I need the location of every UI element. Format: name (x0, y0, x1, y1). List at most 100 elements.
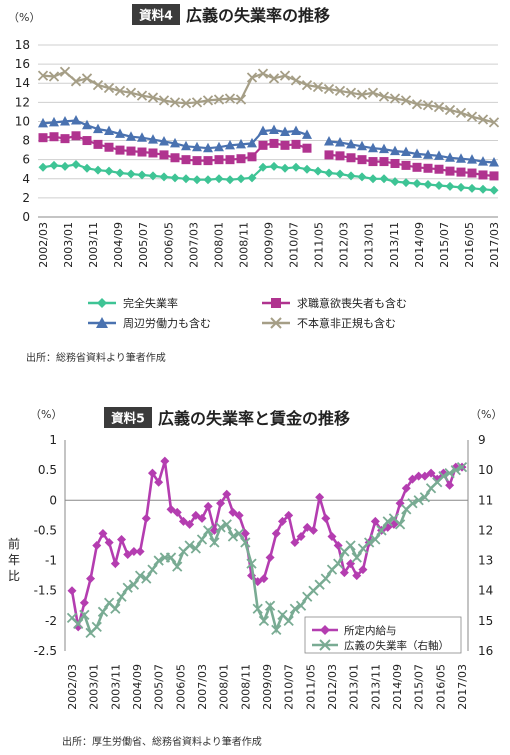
chart-2-point (351, 552, 362, 563)
chart-1-point (346, 171, 356, 181)
chart-1-point (37, 70, 49, 81)
chart-2-point (246, 558, 257, 569)
chart-2-point (222, 489, 232, 499)
chart-1-point (257, 68, 269, 79)
chart-2-x-tick-label: 2010/07 (283, 664, 296, 710)
chart-1-point (324, 150, 334, 160)
chart-1-point (478, 156, 488, 166)
chart-2-point (259, 574, 269, 584)
legend-label-kogi: 広義の失業率（右軸） (344, 639, 449, 652)
chart-1-point (126, 131, 136, 141)
chart-2-point (258, 615, 270, 626)
chart-1-y-tick-label: 0 (22, 210, 30, 224)
chart-2-point (450, 465, 461, 476)
chart-2-point (98, 528, 108, 538)
chart-1-point (312, 81, 324, 93)
chart-1-point (236, 174, 246, 184)
chart-1-point (181, 174, 191, 184)
chart-2-point (407, 474, 417, 484)
chart-1-point (389, 93, 401, 104)
figure-2-source: 出所：厚生労働省、総務省資料より筆者作成 (62, 735, 262, 748)
chart-2-point (234, 528, 245, 539)
chart-1-point (346, 153, 356, 163)
chart-2-point (154, 477, 164, 487)
chart-2-point (116, 591, 127, 602)
chart-2-point (185, 519, 195, 529)
chart-1-point (104, 125, 114, 135)
chart-2-point (191, 510, 201, 520)
chart-1-point (115, 128, 125, 138)
chart-2-point (240, 528, 250, 538)
chart-1-y-tick-label: 16 (15, 57, 30, 71)
chart-1-point (434, 180, 444, 190)
chart-2-x-tick-label: 2003/11 (109, 664, 122, 710)
chart-2-point (129, 547, 139, 557)
chart-1-point (434, 150, 444, 160)
chart-2-point (73, 622, 83, 632)
chart-1-point (82, 119, 92, 130)
chart-1-point (137, 170, 147, 180)
chart-2-point (277, 516, 287, 526)
chart-1-point (93, 139, 103, 149)
chart-2-x-tick-label: 2012/03 (326, 664, 339, 710)
chart-1-point (390, 177, 400, 187)
chart-2-point (67, 586, 77, 596)
chart-2-point (320, 573, 331, 584)
chart-1-x-tick-label: 2008/11 (237, 222, 250, 268)
chart-2-y-tick-left: -2.5 (34, 644, 57, 658)
chart-1-point (225, 139, 235, 150)
figure-1-badge: 資料4 (139, 8, 173, 23)
chart-1-point (71, 114, 81, 125)
chart-1-point (235, 94, 247, 105)
chart-2-point (184, 540, 195, 551)
chart-1-point (191, 97, 203, 108)
chart-1-y-tick-label: 12 (15, 95, 30, 109)
y-label-char-2: 年 (8, 553, 20, 567)
chart-1-point (357, 140, 367, 151)
chart-2-point (327, 531, 337, 541)
chart-1-point (158, 95, 170, 106)
chart-1-point (148, 134, 158, 144)
chart-1-point (291, 125, 301, 135)
chart-1-x-tick-label: 2006/05 (162, 222, 175, 268)
chart-2-point (420, 471, 430, 481)
chart-2-point (339, 568, 349, 578)
chart-1-point (125, 87, 137, 98)
chart-1-series-0 (38, 159, 499, 195)
chart-2-point (165, 552, 177, 563)
figure-2-y-label-left: 前 年 比 (8, 536, 20, 583)
chart-1-series-line (42, 70, 495, 124)
chart-2-point (271, 528, 281, 538)
chart-2-point (444, 468, 455, 479)
chart-1-point (103, 82, 115, 94)
chart-2-y-axis-left: 1 0.5 0 -0.5 -1 -1.5 -2 -2.5 (34, 433, 57, 658)
chart-1-point (115, 145, 125, 155)
chart-1-point (202, 95, 214, 106)
chart-2-point (234, 510, 244, 520)
chart-1-y-tick-label: 10 (15, 114, 30, 128)
chart-1-point (236, 138, 246, 149)
chart-2-x-tick-label: 2008/11 (239, 664, 252, 710)
chart-1-point (214, 174, 224, 184)
figure-1: 資料4 広義の失業率の推移 （%） 0 2 4 6 8 10 12 14 16 18 2002/0… (8, 4, 501, 364)
chart-1-point (258, 125, 268, 135)
chart-2-point (79, 609, 90, 620)
chart-1-point (467, 168, 477, 178)
chart-1-y-tick-label: 4 (22, 172, 30, 186)
chart-1-point (170, 173, 180, 183)
chart-1-point (192, 141, 202, 152)
chart-2-point (141, 573, 152, 584)
chart-1-series-1 (38, 131, 499, 181)
chart-1-point (379, 174, 389, 184)
chart-1-y-tick-label: 18 (15, 38, 30, 52)
chart-2-point (196, 534, 208, 545)
chart-1-point (214, 141, 224, 152)
chart-1-x-tick-label: 2017/03 (488, 222, 501, 268)
chart-1-point (379, 157, 389, 167)
chart-1-point (401, 146, 411, 157)
chart-2-series (66, 456, 468, 639)
chart-1-point (82, 163, 92, 173)
chart-1-point (357, 155, 367, 165)
chart-2-point (445, 480, 455, 490)
chart-2-point (91, 621, 102, 633)
